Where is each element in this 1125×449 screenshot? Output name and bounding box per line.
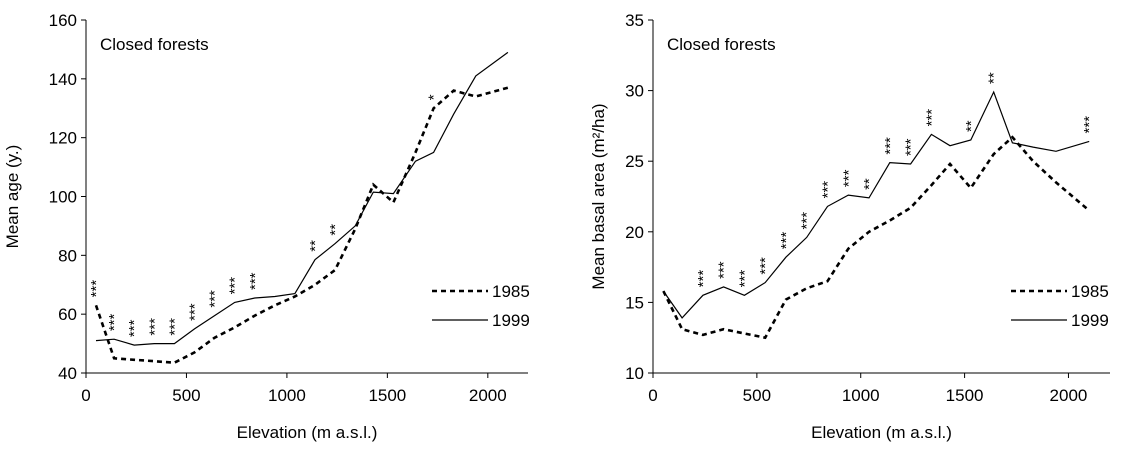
chart-panel-2: 10 15 20 25 30 35 0 500 1000 1500 2000 Elevation (m… [589, 11, 1110, 442]
significance-marker: *** [736, 270, 753, 288]
x-tick-label: 2000 [1050, 386, 1088, 405]
series-line-1985 [662, 135, 1091, 340]
significance-marker: *** [247, 272, 264, 290]
significance-marker: *** [819, 181, 836, 199]
y-tick-label: 30 [625, 82, 644, 101]
significance-marker: *** [207, 290, 224, 308]
x-axis-title: Elevation (m a.s.l.) [237, 423, 378, 442]
significance-marker: *** [778, 232, 795, 250]
y-tick-label: 40 [58, 364, 77, 383]
significance-marker: *** [903, 138, 920, 156]
significance-marker: ** [986, 72, 1003, 84]
y-tick-label: 60 [58, 305, 77, 324]
significance-marker: *** [923, 109, 940, 127]
significance-marker: * [426, 94, 443, 100]
significance-marker: ** [963, 120, 980, 132]
y-axis-title: Mean age (y.) [3, 145, 22, 249]
y-tick-label: 100 [49, 188, 77, 207]
significance-marker: *** [882, 137, 899, 155]
legend-label-1999: 1999 [1071, 311, 1109, 330]
y-tick-label: 35 [625, 11, 644, 30]
y-tick-label: 20 [625, 223, 644, 242]
y-tick-label: 10 [625, 364, 644, 383]
y-axis-title: Mean basal area (m²/ha) [589, 103, 608, 289]
y-tick-label: 160 [49, 11, 77, 30]
series-line-1985 [94, 86, 509, 365]
significance-marker: *** [106, 313, 123, 331]
legend-label-1985: 1985 [1071, 282, 1109, 301]
legend-label-1999: 1999 [492, 311, 530, 330]
y-tick-label: 120 [49, 129, 77, 148]
significance-marker: *** [88, 280, 105, 298]
x-tick-label: 0 [81, 386, 90, 405]
significance-marker: *** [186, 303, 203, 321]
significance-marker: ** [307, 240, 324, 252]
x-tick-label: 1000 [268, 386, 306, 405]
series-line-1999 [662, 90, 1090, 319]
y-tick-label: 15 [625, 293, 644, 312]
significance-marker: *** [126, 319, 143, 337]
x-tick-label: 0 [648, 386, 657, 405]
x-axis-title: Elevation (m a.s.l.) [811, 423, 952, 442]
significance-marker: *** [695, 270, 712, 288]
significance-marker: *** [1081, 116, 1098, 134]
panel-title: Closed forests [100, 35, 209, 54]
x-tick-label: 1500 [368, 386, 406, 405]
y-tick-label: 140 [49, 70, 77, 89]
y-tick-label: 80 [58, 246, 77, 265]
x-tick-label: 1500 [946, 386, 984, 405]
significance-marker: *** [146, 318, 163, 336]
significance-marker: *** [166, 318, 183, 336]
significance-marker: *** [716, 261, 733, 279]
x-tick-label: 500 [743, 386, 771, 405]
significance-marker: ** [861, 178, 878, 190]
chart-panel-1: 40 60 80 100 120 140 160 0 500 1000 1500 2000 Elevat… [3, 11, 530, 442]
x-tick-label: 1000 [842, 386, 880, 405]
legend-label-1985: 1985 [492, 282, 530, 301]
x-tick-label: 2000 [469, 386, 507, 405]
significance-marker: ** [327, 224, 344, 236]
series-line-1999 [95, 51, 509, 346]
significance-marker: *** [799, 212, 816, 230]
significance-marker: *** [757, 257, 774, 275]
significance-marker: *** [227, 277, 244, 295]
panel-title: Closed forests [667, 35, 776, 54]
significance-marker: *** [840, 169, 857, 187]
y-tick-label: 25 [625, 152, 644, 171]
x-tick-label: 500 [172, 386, 200, 405]
